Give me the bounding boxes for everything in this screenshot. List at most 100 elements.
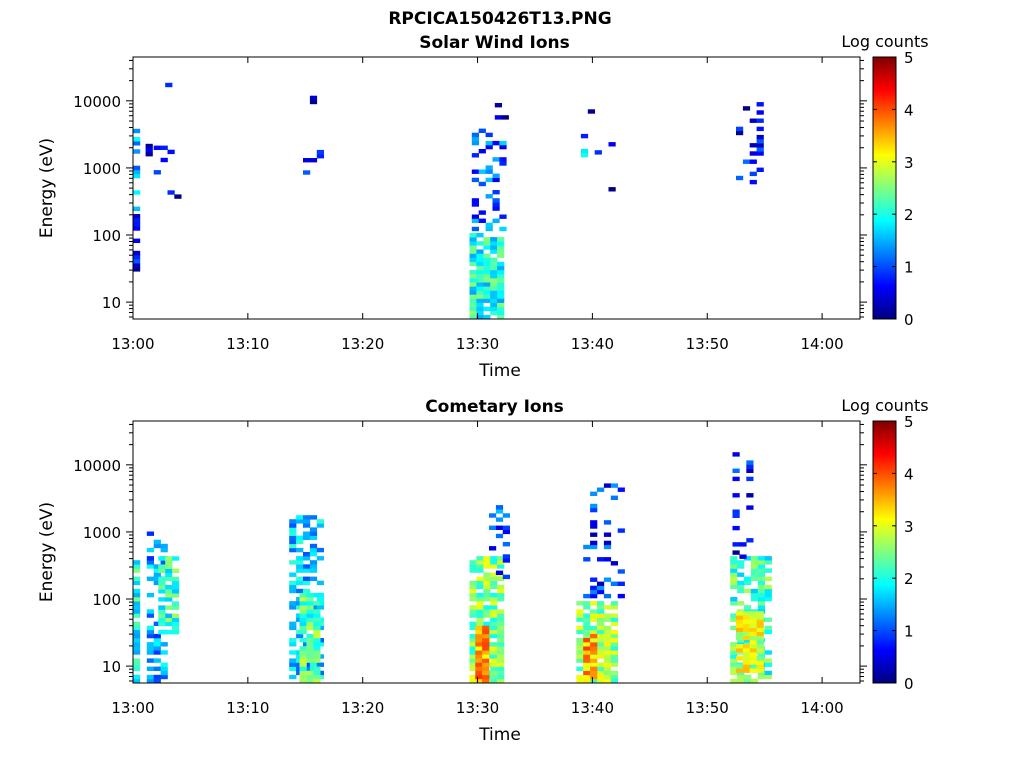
heatmap-cell [303,158,311,163]
heatmap-cell [172,625,180,631]
heatmap-cell [497,588,505,594]
heatmap-cell [289,588,297,594]
x-tick-label: 13:10 [226,699,269,717]
heatmap-cell [742,106,751,111]
heatmap-cell [146,678,154,684]
heatmap-cell [306,674,314,680]
heatmap-cell [469,257,477,262]
heatmap-cell [757,576,765,581]
heatmap-cell [133,149,141,154]
heatmap-cell [469,278,477,283]
heatmap-cell [603,577,612,582]
heatmap-cell [476,605,484,610]
heatmap-cell [158,630,166,635]
heatmap-cell [744,576,752,581]
heatmap-cell [583,650,591,655]
heatmap-cell [576,674,584,680]
heatmap-cell [146,674,154,680]
colorbar-tick-label: 1 [904,259,914,277]
heatmap-cell [316,580,324,586]
heatmap-cell [146,576,154,581]
heatmap-cell [757,556,765,561]
heatmap-cell [289,601,297,606]
y-tick-label: 100 [92,227,121,245]
heatmap-cell [757,650,765,655]
heatmap-cell [309,568,318,573]
heatmap-cell [289,625,297,631]
heatmap-cell [313,658,321,663]
heatmap-cell [478,181,486,187]
heatmap-cell [590,617,598,622]
heatmap-cell [490,298,498,303]
heatmap-cell [485,140,493,146]
heatmap-cell [469,249,477,254]
heatmap-cell [476,314,484,320]
heatmap-cell [749,627,757,632]
heatmap-cell [757,560,765,565]
heatmap-cell [730,617,738,622]
heatmap-cell [165,576,173,582]
heatmap-cell [475,629,483,635]
colorbar-tick-label: 1 [904,623,914,641]
heatmap-cell [502,542,510,547]
heatmap-cell [299,670,307,676]
heatmap-cell [475,650,483,655]
heatmap-cell [482,670,490,676]
heatmap-cell [165,560,173,565]
heatmap-cell [289,605,297,610]
heatmap-cell [306,633,314,639]
heatmap-cell [153,145,161,150]
heatmap-cell [133,560,141,565]
heatmap-cell [476,302,484,307]
heatmap-cell [744,580,752,586]
heatmap-cell [757,605,765,610]
heatmap-cell [502,529,510,535]
heatmap-cell [736,648,744,653]
heatmap-cell [764,650,772,655]
heatmap-cell [576,650,584,655]
heatmap-cell [299,678,307,684]
heatmap-cell [492,198,500,203]
heatmap-cell [306,597,314,602]
heatmap-cell [299,662,307,667]
heatmap-cell [316,519,324,524]
heatmap-cell [497,678,505,684]
heatmap-cell [739,542,747,547]
heatmap-cell [485,144,493,150]
heatmap-cell [309,543,318,549]
heatmap-cell [730,564,738,569]
heatmap-cell [502,558,510,563]
heatmap-cell [742,611,751,616]
heatmap-cell [490,245,498,250]
heatmap-cell [313,642,321,647]
heatmap-cell [737,650,745,655]
heatmap-cell [476,609,484,614]
heatmap-cell [476,294,484,299]
heatmap-cell [736,615,744,620]
heatmap-cell [482,666,490,671]
heatmap-cell [757,597,765,602]
heatmap-cell [299,613,307,618]
heatmap-cell [313,646,321,651]
heatmap-cell [737,584,745,590]
heatmap-cell [133,678,141,684]
heatmap-cell [153,674,161,680]
heatmap-cell [594,150,602,155]
heatmap-cell [469,621,477,626]
heatmap-cell [133,259,141,264]
heatmap-cell [306,658,314,663]
heatmap-cell [749,615,757,620]
heatmap-cell [133,601,141,606]
heatmap-cell [497,294,505,299]
heatmap-cell [172,621,180,627]
heatmap-cell [172,601,180,606]
heatmap-cell [590,544,598,550]
heatmap-cell [497,245,505,250]
heatmap-cell [490,584,498,590]
heatmap-cell [476,274,484,279]
heatmap-cell [471,198,479,203]
heatmap-cell [603,633,612,639]
heatmap-cell [299,597,307,602]
heatmap-cell [133,633,141,639]
heatmap-cell [590,532,598,537]
